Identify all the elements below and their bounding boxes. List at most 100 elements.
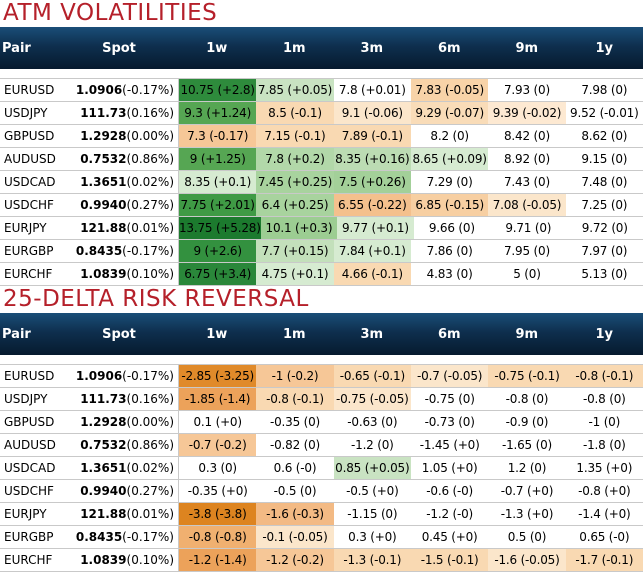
value-cell: 9.52 (-0.01) bbox=[566, 102, 643, 124]
value-cell: 7.48 (0) bbox=[566, 171, 643, 193]
value-cell: -1.3 (-0.1) bbox=[334, 549, 411, 571]
value-cell: -0.8 (-0.8) bbox=[178, 526, 256, 548]
column-header: 1y bbox=[566, 327, 643, 342]
column-header: Spot bbox=[60, 327, 178, 342]
value-cell: -0.75 (-0.1) bbox=[488, 365, 565, 387]
value-cell: 7.5 (+0.26) bbox=[334, 171, 411, 193]
value-cell: -2.85 (-3.25) bbox=[178, 365, 256, 387]
value-cell: 8.35 (+0.16) bbox=[334, 148, 411, 170]
value-cell: -1.7 (-0.1) bbox=[566, 549, 643, 571]
value-cell: -3.8 (-3.8) bbox=[178, 503, 256, 525]
value-cell: -1.4 (+0) bbox=[566, 503, 643, 525]
value-cell: -1.5 (-0.1) bbox=[411, 549, 488, 571]
value-cell: 8.5 (-0.1) bbox=[256, 102, 333, 124]
spot-value: 1.3651 bbox=[80, 175, 126, 189]
value-cell: 0.1 (+0) bbox=[178, 411, 256, 433]
value-cell: 9.72 (0) bbox=[567, 217, 643, 239]
value-cell: 6.55 (-0.22) bbox=[334, 194, 411, 216]
spot-change: (0.16%) bbox=[127, 106, 174, 120]
pair-cell: AUDUSD bbox=[0, 148, 60, 170]
pair-cell: EURCHF bbox=[0, 549, 60, 571]
value-cell: -0.7 (-0.05) bbox=[411, 365, 488, 387]
value-cell: 9.3 (+1.24) bbox=[178, 102, 256, 124]
value-cell: 9.39 (-0.02) bbox=[488, 102, 565, 124]
value-cell: -1.15 (0) bbox=[334, 503, 411, 525]
value-cell: 9.71 (0) bbox=[490, 217, 566, 239]
value-cell: -0.82 (0) bbox=[256, 434, 333, 456]
value-cell: 9.1 (-0.06) bbox=[334, 102, 411, 124]
pair-cell: USDJPY bbox=[0, 102, 60, 124]
spot-change: (0.10%) bbox=[127, 553, 174, 567]
value-cell: 8.35 (+0.1) bbox=[178, 171, 256, 193]
value-cell: 13.75 (+5.28) bbox=[178, 217, 261, 239]
value-cell: 5 (0) bbox=[488, 263, 565, 285]
value-cell: -1.2 (-0.2) bbox=[256, 549, 333, 571]
value-cell: 7.89 (-0.1) bbox=[334, 125, 411, 147]
spot-change: (-0.17%) bbox=[122, 530, 174, 544]
value-cell: 4.66 (-0.1) bbox=[334, 263, 411, 285]
value-cell: -0.8 (0) bbox=[566, 388, 643, 410]
column-header: 9m bbox=[488, 41, 566, 56]
column-header: 1m bbox=[256, 327, 334, 342]
pair-cell: GBPUSD bbox=[0, 411, 60, 433]
spot-cell: 121.88 (0.01%) bbox=[60, 217, 178, 239]
spot-value: 1.2928 bbox=[80, 415, 126, 429]
spot-cell: 0.9940 (0.27%) bbox=[60, 480, 178, 502]
spot-value: 1.2928 bbox=[80, 129, 126, 143]
spot-cell: 1.0839 (0.10%) bbox=[60, 263, 178, 285]
value-cell: 9.15 (0) bbox=[566, 148, 643, 170]
spot-value: 121.88 bbox=[80, 221, 126, 235]
pair-cell: EURUSD bbox=[0, 79, 60, 101]
value-cell: -1.6 (-0.3) bbox=[256, 503, 333, 525]
pair-cell: USDJPY bbox=[0, 388, 60, 410]
value-cell: -0.8 (+0) bbox=[566, 480, 643, 502]
value-cell: -1.65 (0) bbox=[488, 434, 565, 456]
value-cell: -1.45 (+0) bbox=[411, 434, 488, 456]
value-cell: -0.9 (0) bbox=[488, 411, 565, 433]
value-cell: 9.66 (0) bbox=[414, 217, 490, 239]
spot-cell: 1.3651 (0.02%) bbox=[60, 457, 178, 479]
spot-cell: 0.8435 (-0.17%) bbox=[60, 240, 178, 262]
value-cell: 7.7 (+0.15) bbox=[256, 240, 333, 262]
value-cell: -0.5 (+0) bbox=[334, 480, 411, 502]
pair-cell: USDCAD bbox=[0, 457, 60, 479]
value-cell: 7.43 (0) bbox=[488, 171, 565, 193]
value-cell: 0.85 (+0.05) bbox=[334, 457, 411, 479]
column-header: 1y bbox=[566, 41, 643, 56]
value-cell: -0.8 (-0.1) bbox=[256, 388, 333, 410]
value-cell: 8.65 (+0.09) bbox=[411, 148, 488, 170]
value-cell: 9 (+1.25) bbox=[178, 148, 256, 170]
pair-cell: AUDUSD bbox=[0, 434, 60, 456]
value-cell: 0.6 (-0) bbox=[256, 457, 333, 479]
spot-cell: 1.0906 (-0.17%) bbox=[60, 79, 178, 101]
spot-value: 1.0906 bbox=[76, 83, 122, 97]
value-cell: -1 (0) bbox=[566, 411, 643, 433]
value-cell: 0.45 (+0) bbox=[411, 526, 488, 548]
spot-change: (0.01%) bbox=[127, 221, 174, 235]
value-cell: -1 (-0.2) bbox=[256, 365, 333, 387]
value-cell: 10.1 (+0.3) bbox=[261, 217, 337, 239]
column-header: 9m bbox=[488, 327, 566, 342]
value-cell: 1.05 (+0) bbox=[411, 457, 488, 479]
value-cell: -1.2 (-0) bbox=[411, 503, 488, 525]
column-header: 3m bbox=[333, 41, 411, 56]
value-cell: -0.6 (-0) bbox=[411, 480, 488, 502]
value-cell: 7.45 (+0.25) bbox=[256, 171, 333, 193]
value-cell: 7.84 (+0.1) bbox=[334, 240, 411, 262]
value-cell: 6.4 (+0.25) bbox=[256, 194, 333, 216]
spot-cell: 0.9940 (0.27%) bbox=[60, 194, 178, 216]
spot-cell: 1.3651 (0.02%) bbox=[60, 171, 178, 193]
spot-value: 0.8435 bbox=[76, 530, 122, 544]
spot-change: (0.00%) bbox=[127, 129, 174, 143]
